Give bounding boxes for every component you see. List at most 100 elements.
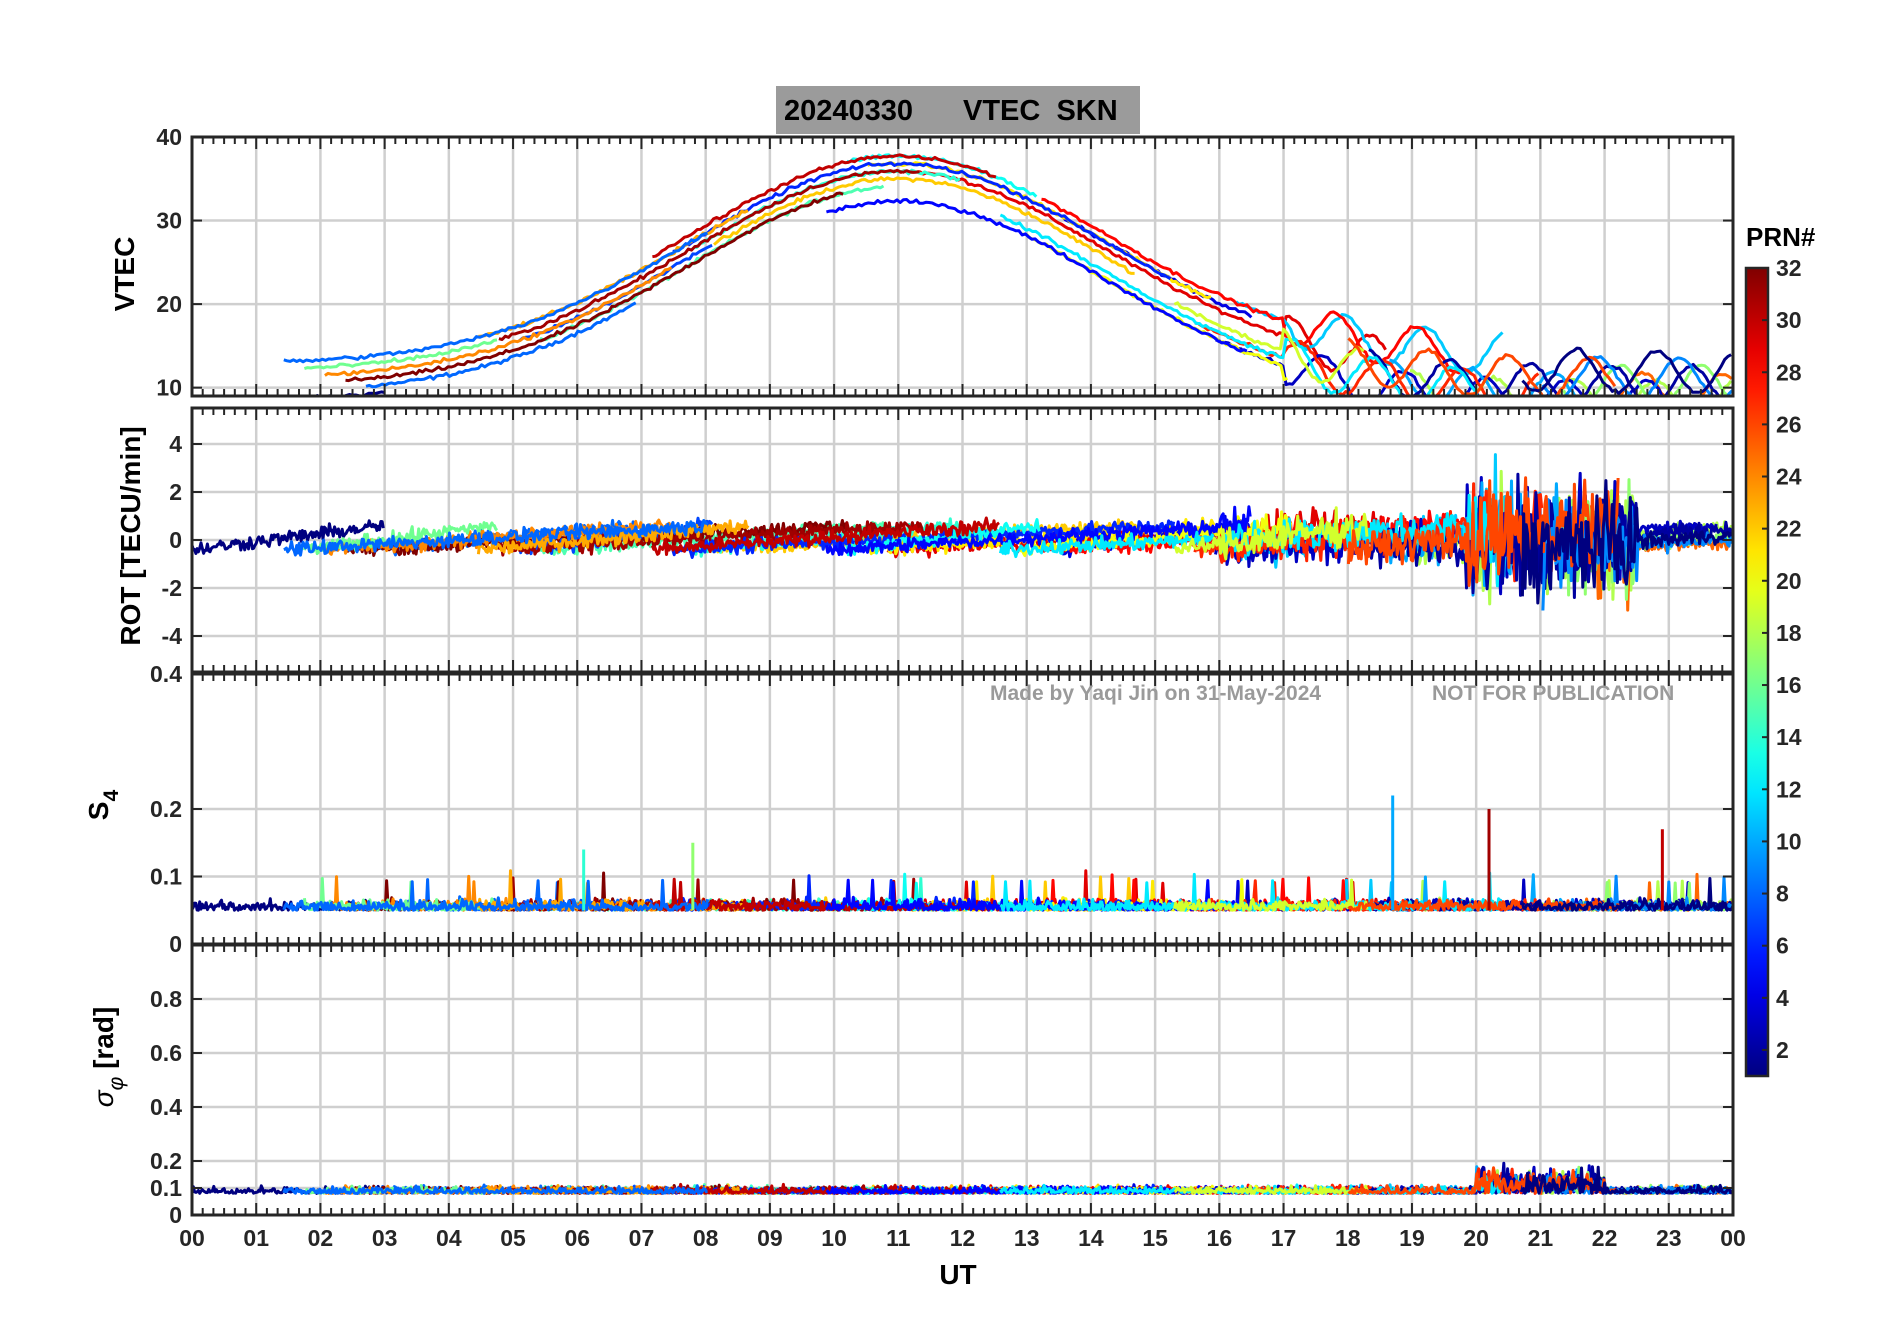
colorbar-tick-label: 30: [1776, 307, 1802, 333]
colorbar-tick-label: 16: [1776, 672, 1802, 698]
x-tick-label: 06: [564, 1225, 590, 1251]
x-tick-label: 07: [629, 1225, 655, 1251]
colorbar-tick-label: 26: [1776, 411, 1802, 437]
x-tick-label: 22: [1592, 1225, 1618, 1251]
x-tick-label: 01: [243, 1225, 269, 1251]
rot-ytick-label: 2: [169, 479, 182, 505]
vtec-series-prn-12: [999, 213, 1480, 396]
x-tick-label: 20: [1463, 1225, 1489, 1251]
sigma-axis-label-main: σ: [88, 1089, 119, 1107]
colorbar-gradient: [1744, 266, 1770, 1078]
vtec-series-prn-22: [713, 176, 1135, 275]
rot-series-prn-13: [845, 518, 1041, 557]
x-tick-label: 03: [372, 1225, 398, 1251]
x-tick-label: 23: [1656, 1225, 1682, 1251]
colorbar-tick-label: 22: [1776, 516, 1802, 542]
x-tick-label: 19: [1399, 1225, 1425, 1251]
sigma-phi-panel: 00.10.2 0.4 0.6 0.8 00 01 02 03 04 05 06 07 08 09 10 11…: [150, 943, 1746, 1251]
x-tick-label: 08: [693, 1225, 719, 1251]
sigma-axis-label: σφ [rad]: [88, 1007, 128, 1108]
s4-ytick-label: 0.4: [150, 661, 182, 687]
sigma-series-prn-26: [1347, 1166, 1619, 1195]
s4-ytick-label: 0.2: [150, 796, 182, 822]
s4-panel: 0 0.1 0.2 0.4: [150, 661, 1735, 957]
colorbar-tick-label: 28: [1776, 359, 1802, 385]
vtec-axis-label: VTEC: [109, 237, 140, 312]
sigma-series-prn-19: [1173, 1184, 1369, 1195]
rot-panel: -4 -2 0 2 4: [162, 406, 1735, 674]
rot-series-prn-19: [1174, 506, 1369, 561]
s4-series-prn-19: [1172, 878, 1369, 912]
rot-series-prn-8: [283, 519, 709, 557]
colorbar-tick-label: 18: [1776, 620, 1802, 646]
vtec-series-prn-9: [1541, 355, 1733, 396]
x-axis-label: UT: [939, 1259, 976, 1290]
colorbar-tick-label: 12: [1776, 776, 1802, 802]
colorbar-tick-label: 8: [1776, 881, 1789, 907]
sigma-ytick-label: 0.6: [150, 1040, 182, 1066]
vtec-series-prn-5: [826, 198, 1248, 353]
colorbar-tick-label: 24: [1776, 464, 1802, 490]
vtec-series-prn-16: [303, 338, 498, 371]
x-tick-label: 11: [886, 1225, 911, 1251]
rot-ytick-label: 0: [169, 527, 182, 553]
watermark-notice: NOT FOR PUBLICATION: [1432, 682, 1674, 705]
sigma-series-prn-8: [282, 1184, 708, 1195]
s4-series-prn-8: [282, 878, 710, 912]
s4-axis-label: S4: [83, 790, 123, 821]
colorbar-tick-label: 2: [1776, 1037, 1789, 1063]
colorbar-tick-label: 10: [1776, 828, 1802, 854]
vtec-ytick-label: 10: [156, 375, 182, 401]
colorbar-title: PRN#: [1746, 222, 1816, 252]
vtec-ytick-label: 40: [156, 124, 182, 150]
colorbar-tick-label: 20: [1776, 568, 1802, 594]
vtec-panel: 10 20 30 40: [156, 124, 1735, 401]
vtec-series-prn-17: [1562, 363, 1730, 396]
title-date: 20240330: [784, 95, 913, 127]
title-box: [776, 86, 1140, 134]
s4-axis-label-sub: 4: [100, 790, 123, 802]
vtec-series-prn-30: [652, 153, 997, 259]
rot-axis-label: ROT [TECU/min]: [115, 426, 146, 645]
sigma-ytick-label: 0.2: [150, 1148, 182, 1174]
colorbar-tick-label: 4: [1776, 985, 1789, 1011]
vtec-series-prn-32: [345, 191, 844, 383]
vtec-series-prn-2: [1368, 348, 1721, 396]
rot-series-prn-2: [1367, 472, 1733, 599]
rot-series-prn-30: [650, 516, 1000, 556]
rot-ytick-label: 4: [169, 431, 182, 457]
vtec-ytick-label: 20: [156, 291, 182, 317]
vtec-series-prn-8: [365, 301, 637, 389]
vtec-series-prn-26: [1347, 337, 1617, 396]
x-tick-label: 09: [757, 1225, 783, 1251]
vtec-series-prn-1: [1521, 346, 1732, 396]
x-tick-label: 15: [1142, 1225, 1168, 1251]
watermark-author: Made by Yaqi Jin on 31-May-2024: [990, 682, 1321, 705]
vtec-ytick-label: 30: [156, 208, 182, 234]
vtec-series-prn-6: [672, 161, 1172, 281]
x-tick-label: 10: [821, 1225, 847, 1251]
x-tick-label: 05: [500, 1225, 526, 1251]
vtec-series-prn-31: [498, 168, 920, 341]
sigma-ytick-label: 0.8: [150, 986, 182, 1012]
x-tick-label: 16: [1207, 1225, 1233, 1251]
sigma-ytick-label: 0: [169, 1202, 182, 1228]
colorbar-tick-label: 14: [1776, 724, 1802, 750]
sigma-ytick-label: 0.4: [150, 1094, 182, 1120]
x-tick-label: 02: [308, 1225, 334, 1251]
x-tick-label: 13: [1014, 1225, 1040, 1251]
vtec-series-prn-28: [1041, 197, 1463, 375]
rot-series-prn-1: [1520, 479, 1733, 605]
vtec-series-prn-19: [1173, 301, 1365, 384]
s4-ytick-label: 0: [169, 931, 182, 957]
sigma-series-prn-1: [1521, 1165, 1733, 1195]
sigma-axis-label-sub: φ: [105, 1076, 128, 1090]
s4-axis-label-main: S: [83, 802, 114, 821]
title-station: VTEC SKN: [963, 95, 1118, 127]
sigma-ytick-label: 0.1: [150, 1175, 182, 1201]
rot-series-prn-1: [192, 519, 385, 555]
colorbar-tick-label: 6: [1776, 933, 1789, 959]
x-tick-label: 12: [950, 1225, 976, 1251]
rot-series-prn-5: [824, 505, 1252, 557]
